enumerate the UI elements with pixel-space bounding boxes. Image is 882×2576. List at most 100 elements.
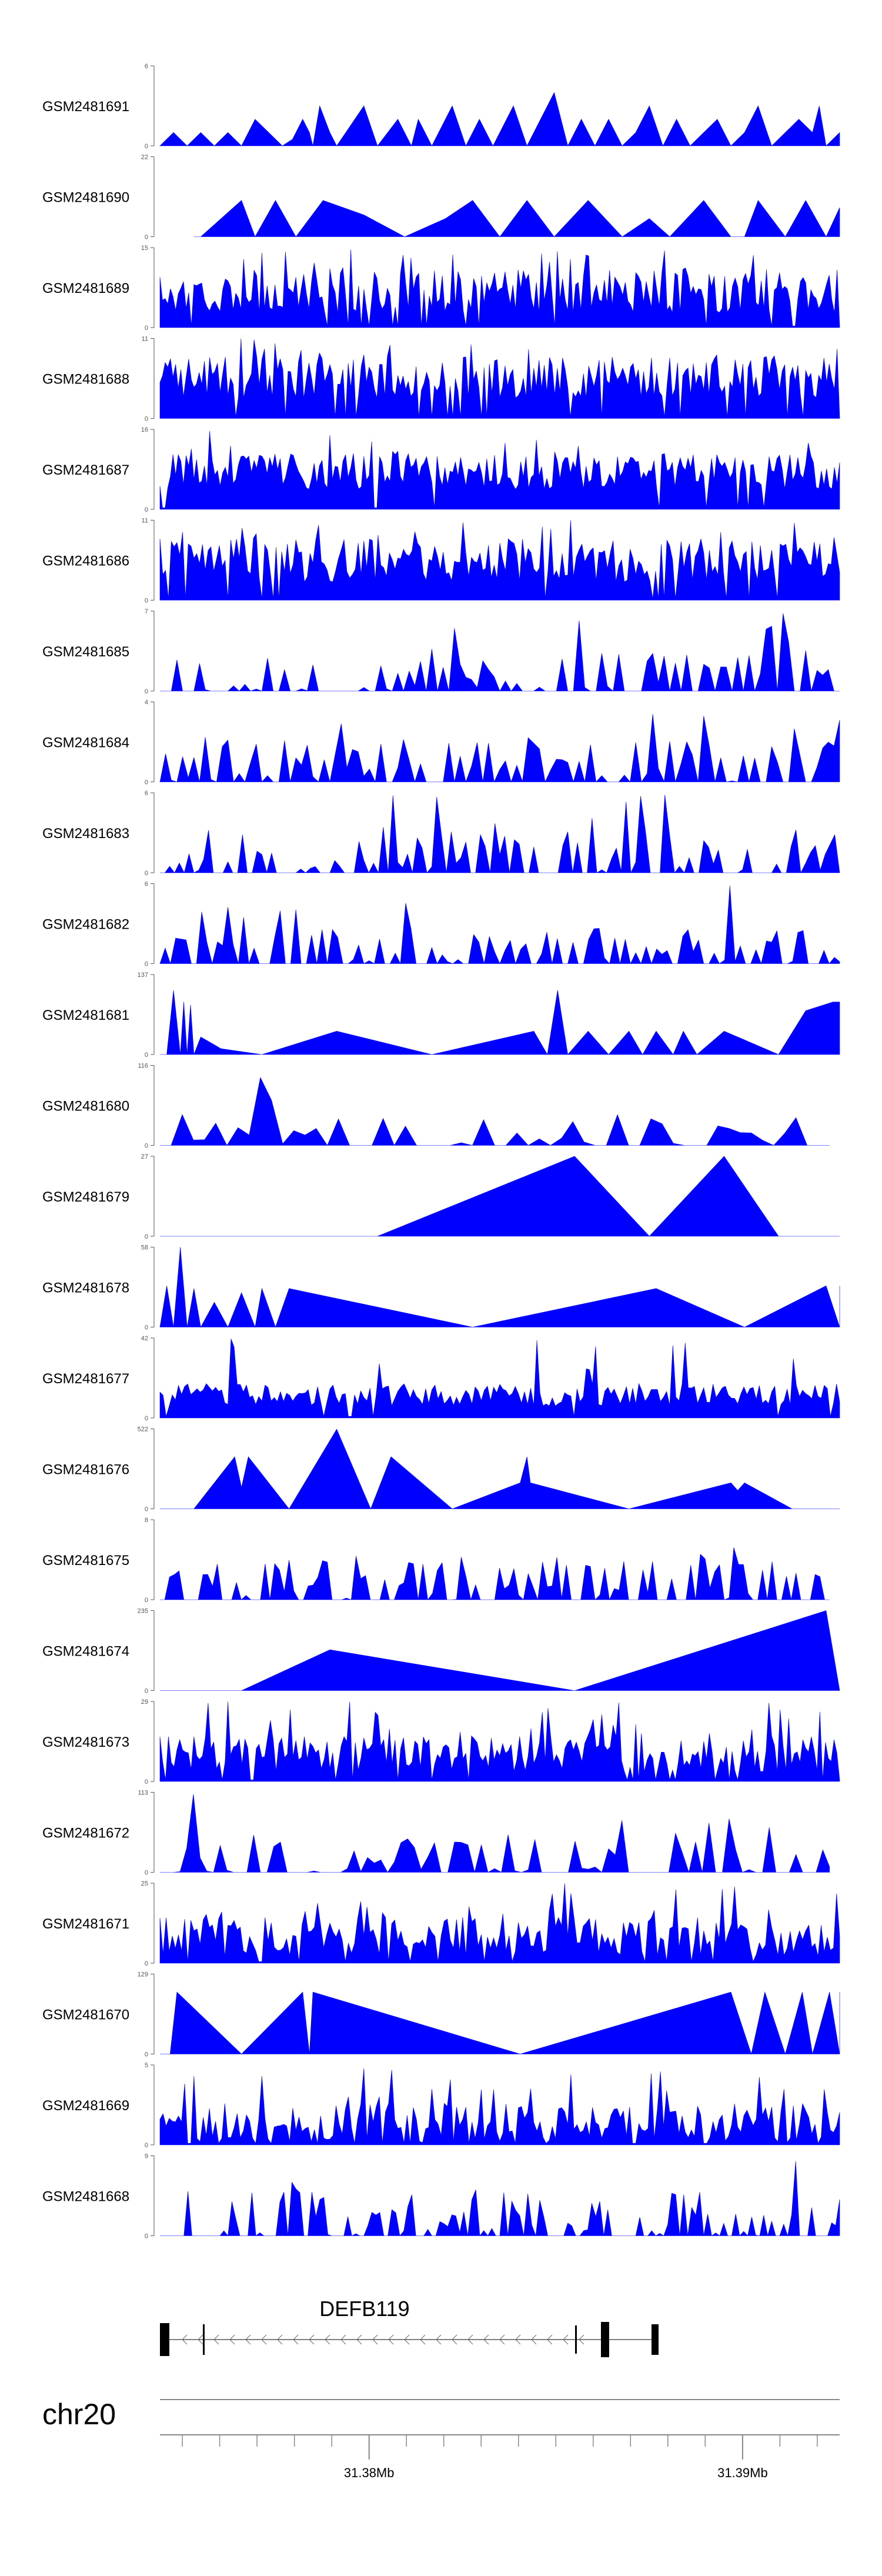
axis-major-ticks: 31.38Mb 31.39Mb — [344, 2435, 768, 2480]
coverage-area — [159, 249, 840, 328]
track-label: GSM2481682 — [42, 917, 129, 933]
y-axis-max-label: 9 — [145, 2153, 148, 2160]
coverage-area — [159, 1883, 840, 1964]
strand-arrow — [213, 2334, 219, 2345]
track-GSM2481672: GSM2481672 113 0 — [42, 1790, 830, 1877]
strand-arrow — [309, 2334, 315, 2345]
y-axis-min-label: 0 — [145, 870, 148, 877]
coverage-area — [160, 795, 840, 874]
coverage-area — [160, 2161, 840, 2237]
track-GSM2481680: GSM2481680 116 0 — [42, 1063, 830, 1150]
y-axis-max-label: 6 — [145, 790, 148, 797]
track-label: GSM2481686 — [42, 553, 129, 569]
y-axis-min-label: 0 — [145, 2142, 148, 2149]
y-axis-min-label: 0 — [145, 1233, 148, 1240]
y-axis-max-label: 116 — [138, 1063, 148, 1070]
y-axis-min-label: 0 — [145, 688, 148, 695]
y-axis-min-label: 0 — [145, 779, 148, 786]
y-axis-max-label: 22 — [141, 154, 148, 161]
track-GSM2481679: GSM2481679 27 0 — [42, 1153, 840, 1240]
track-GSM2481691: GSM2481691 6 0 — [42, 63, 840, 150]
y-axis-min-label: 0 — [145, 2233, 148, 2240]
track-label: GSM2481684 — [42, 735, 129, 751]
y-axis-min-label: 0 — [145, 1870, 148, 1877]
coverage-area — [160, 1991, 840, 2055]
track-label: GSM2481669 — [42, 2098, 129, 2114]
track-GSM2481682: GSM2481682 6 0 — [42, 881, 840, 968]
gene-exon — [601, 2322, 609, 2357]
gene-annotation-track: DEFB119 — [160, 2297, 659, 2357]
track-label: GSM2481674 — [42, 1644, 129, 1660]
track-label: GSM2481673 — [42, 1734, 129, 1750]
track-GSM2481687: GSM2481687 16 0 — [42, 426, 840, 513]
coverage-area — [159, 2068, 840, 2145]
strand-arrows — [182, 2334, 584, 2345]
y-axis-min-label: 0 — [145, 1324, 148, 1332]
y-axis-min-label: 0 — [145, 1688, 148, 1695]
strand-arrow — [277, 2334, 283, 2345]
y-axis-max-label: 42 — [141, 1335, 148, 1342]
track-label: GSM2481668 — [42, 2189, 129, 2205]
y-axis-max-label: 27 — [141, 1153, 148, 1160]
y-axis-max-label: 11 — [142, 336, 148, 343]
coverage-area — [160, 990, 840, 1055]
coverage-area — [159, 338, 840, 419]
track-GSM2481670: GSM2481670 129 0 — [42, 1971, 840, 2058]
strand-arrow — [563, 2334, 569, 2345]
track-label: GSM2481671 — [42, 1916, 129, 1932]
track-label: GSM2481681 — [42, 1007, 129, 1023]
axis-minor-ticks — [182, 2435, 818, 2447]
y-axis-min-label: 0 — [145, 1506, 148, 1513]
coverage-area — [159, 885, 840, 965]
strand-arrow — [388, 2334, 394, 2345]
strand-arrow — [182, 2334, 188, 2345]
coverage-area — [160, 1429, 840, 1510]
track-label: GSM2481678 — [42, 1280, 129, 1296]
coverage-area — [159, 431, 840, 510]
strand-arrow — [547, 2334, 553, 2345]
coverage-area — [160, 1794, 830, 1873]
track-GSM2481673: GSM2481673 29 0 — [42, 1699, 840, 1786]
track-GSM2481675: GSM2481675 8 0 — [42, 1517, 830, 1604]
gene-exon — [203, 2324, 205, 2355]
track-GSM2481677: GSM2481677 42 0 — [42, 1335, 840, 1422]
y-axis-min-label: 0 — [145, 1052, 148, 1059]
track-label: GSM2481687 — [42, 462, 129, 478]
track-GSM2481690: GSM2481690 22 0 — [42, 154, 840, 241]
track-GSM2481686: GSM2481686 11 0 — [42, 518, 840, 605]
y-axis-min-label: 0 — [145, 961, 148, 968]
track-label: GSM2481690 — [42, 190, 129, 206]
gene-exon — [160, 2323, 169, 2356]
track-GSM2481669: GSM2481669 5 0 — [42, 2062, 840, 2149]
y-axis-max-label: 8 — [145, 1517, 148, 1524]
gene-exon — [575, 2325, 577, 2354]
track-GSM2481671: GSM2481671 25 0 — [42, 1880, 840, 1967]
track-label: GSM2481691 — [42, 99, 129, 115]
y-axis-min-label: 0 — [145, 598, 148, 605]
y-axis-min-label: 0 — [145, 325, 148, 332]
y-axis-min-label: 0 — [145, 1778, 148, 1786]
strand-arrow — [436, 2334, 442, 2345]
y-axis-max-label: 113 — [138, 1790, 148, 1797]
track-GSM2481683: GSM2481683 6 0 — [42, 790, 840, 877]
coverage-area — [160, 613, 840, 692]
strand-arrow — [356, 2334, 362, 2345]
axis-tick-label: 31.39Mb — [717, 2465, 768, 2480]
track-label: GSM2481683 — [42, 826, 129, 842]
y-axis-max-label: 4 — [145, 699, 148, 706]
track-label: GSM2481675 — [42, 1553, 129, 1569]
y-axis-max-label: 29 — [141, 1699, 148, 1706]
coverage-area — [159, 520, 840, 600]
y-axis-max-label: 235 — [138, 1608, 148, 1615]
gene-exon — [652, 2324, 659, 2355]
track-GSM2481678: GSM2481678 58 0 — [42, 1244, 840, 1332]
strand-arrow — [515, 2334, 521, 2345]
strand-arrow — [340, 2334, 346, 2345]
coverage-area — [159, 1339, 840, 1419]
track-label: GSM2481689 — [42, 281, 129, 296]
coverage-area — [159, 92, 840, 146]
strand-arrow — [579, 2334, 584, 2345]
strand-arrow — [261, 2334, 267, 2345]
coverage-area — [193, 200, 840, 238]
strand-arrow — [483, 2334, 489, 2345]
